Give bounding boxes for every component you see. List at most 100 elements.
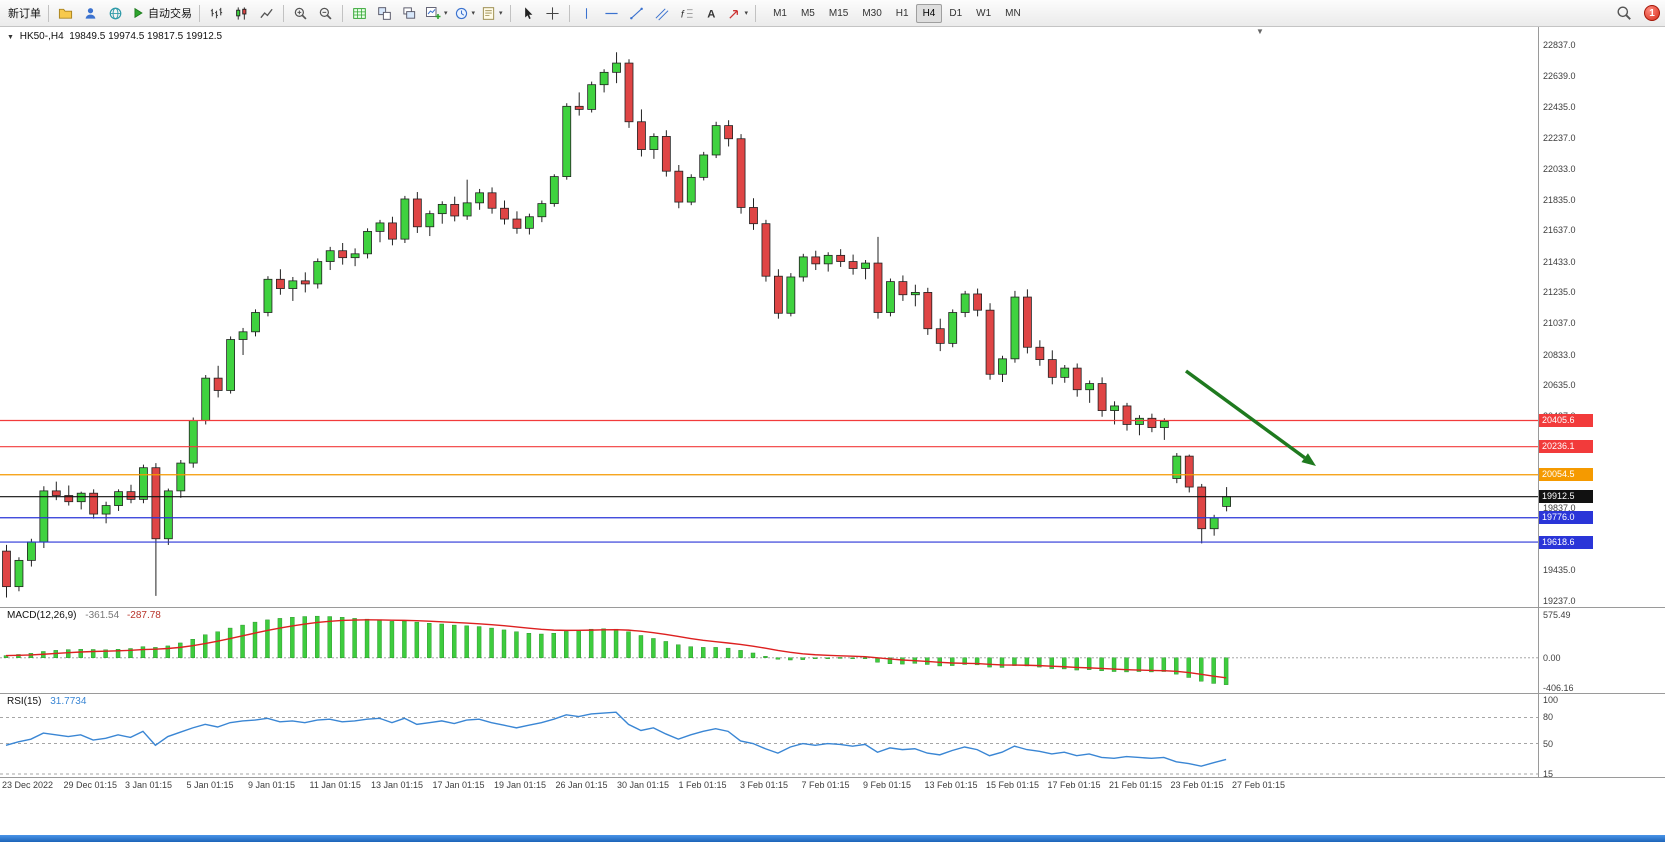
notification-count: 1 [1649,7,1655,19]
dropdown-caret-icon: ▾ [744,9,749,17]
price-level-badge: 19912.5 [1539,490,1593,504]
symbol-period-label: HK50-,H4 [19,31,64,42]
cursor-icon [520,6,535,21]
zoom-in-icon [293,6,308,21]
price-tick-label: 22837.0 [1543,40,1576,50]
timeframe-mn-button[interactable]: MN [1005,7,1021,19]
macd-indicator-header: MACD(12,26,9) -361.54 -287.78 [7,610,161,621]
notification-badge[interactable]: 1 [1644,5,1660,21]
crosshair-tool-button[interactable] [540,2,565,24]
date-label: 13 Jan 01:15 [371,780,424,790]
market-watch-grid-button[interactable] [347,2,372,24]
bar-chart-button[interactable] [204,2,229,24]
rsi-tick-label: 15 [1543,769,1554,779]
templates-icon [481,6,496,21]
timeframe-group: M1 M5 M15 M30 H1 H4 D1 W1 MN [766,3,1028,23]
timeframe-m5-button[interactable]: M5 [800,7,815,19]
price-tick-label: 21637.0 [1543,225,1576,236]
cycles-button[interactable]: ▾ [451,2,479,24]
price-tick-label: 19633.0 [1543,534,1576,545]
rsi-tick-label: 50 [1543,738,1554,749]
grid-icon [352,6,367,21]
autotrade-button[interactable]: 自动交易 [128,2,195,24]
date-label: 17 Feb 01:15 [1047,780,1101,790]
taskbar-strip[interactable] [0,835,1665,842]
date-label: 29 Dec 01:15 [63,780,118,790]
price-tick-label: 22033.0 [1543,164,1576,175]
price-tick-label: 21835.0 [1543,194,1576,205]
new-chart-icon [425,5,441,21]
line-chart-button[interactable] [254,2,279,24]
candlestick-icon [234,6,249,21]
search-button[interactable] [1611,2,1636,24]
search-icon [1616,5,1632,21]
horizontal-line-icon [604,6,619,21]
price-level-badge: 20054.5 [1539,468,1593,482]
rsi-tick-label: 80 [1543,712,1554,723]
tile-windows-button[interactable] [372,2,397,24]
profile-button[interactable] [78,2,103,24]
community-button[interactable] [103,2,128,24]
line-chart-icon [259,6,274,21]
rsi-tick-label: 100 [1543,695,1559,705]
timeframe-h4-button[interactable]: H4 [915,3,943,23]
price-tick-label: 20437.0 [1543,410,1576,421]
chart-shift-marker[interactable]: ▼ [1256,27,1264,36]
candlestick-chart-button[interactable] [229,2,254,24]
channel-tool-button[interactable] [649,2,674,24]
macd-tick-label: 575.49 [1543,610,1571,620]
timeframe-m1-button[interactable]: M1 [773,7,787,19]
folder-button[interactable] [53,2,78,24]
timeframe-d1-button[interactable]: D1 [949,7,963,19]
rsi-indicator-header: RSI(15) 31.7734 [7,696,86,707]
arrows-tool-button[interactable]: ▾ [724,2,752,24]
macd-signal-value: -287.78 [126,610,161,621]
vertical-line-tool-button[interactable] [574,2,599,24]
date-label: 1 Feb 01:15 [678,780,727,790]
cascade-windows-icon [402,6,417,21]
macd-name: MACD(12,26,9) [7,610,77,621]
cursor-tool-button[interactable] [515,2,540,24]
timeframe-m30-button[interactable]: M30 [862,7,882,19]
timeframe-m15-button[interactable]: M15 [828,7,849,19]
templates-button[interactable]: ▾ [478,2,506,24]
price-tick-label: 20239.0 [1543,441,1576,452]
trendline-tool-button[interactable] [624,2,649,24]
toolbar-separator [342,4,343,22]
price-tick-label: 20635.0 [1543,380,1576,391]
timeframe-w1-button[interactable]: W1 [976,7,992,19]
price-tick-label: 21037.0 [1543,318,1576,328]
price-tick-label: 22237.0 [1543,132,1576,143]
autotrade-play-icon [131,6,145,20]
tile-windows-icon [377,6,392,21]
bar-chart-icon [209,6,224,21]
date-label: 9 Feb 01:15 [863,780,912,790]
text-tool-button[interactable]: A [699,2,724,24]
date-label: 5 Jan 01:15 [186,780,234,790]
new-chart-button[interactable]: ▾ [422,2,451,24]
horizontal-line-tool-button[interactable] [599,2,624,24]
price-tick-label: 22435.0 [1543,102,1576,113]
zoom-in-button[interactable] [288,2,313,24]
fibonacci-tool-button[interactable]: f [674,2,699,24]
timeframe-h1-button[interactable]: H1 [895,7,909,19]
date-label: 17 Jan 01:15 [432,780,485,790]
zoom-out-button[interactable] [313,2,338,24]
new-order-button[interactable]: 新订单 [5,2,44,24]
symbol-dropdown-icon[interactable]: ▼ [7,34,14,41]
trendline-icon [629,6,644,21]
toolbar-separator [199,4,200,22]
macd-tick-label: 0.00 [1543,652,1561,663]
price-tick-label: 19837.0 [1543,503,1576,514]
cascade-windows-button[interactable] [397,2,422,24]
date-label: 19 Jan 01:15 [494,780,547,790]
autotrade-label: 自动交易 [148,8,192,20]
rsi-value: 31.7734 [50,696,87,707]
price-tick-label: 21433.0 [1543,256,1576,267]
price-level-badge: 19776.0 [1539,511,1593,525]
cycles-icon [454,6,469,21]
macd-tick-label: -406.16 [1543,683,1574,693]
date-label: 27 Feb 01:15 [1232,780,1286,790]
